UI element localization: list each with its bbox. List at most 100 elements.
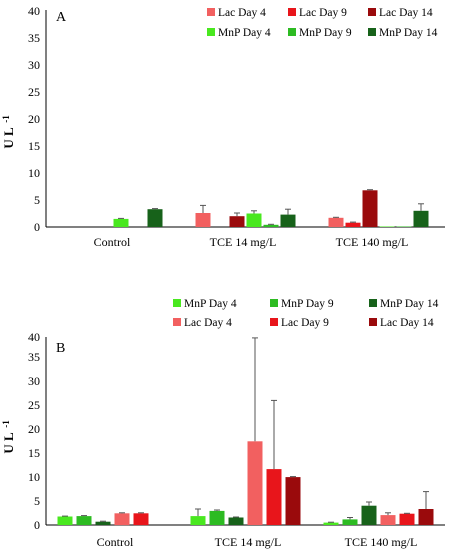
- legend-label: Lac Day 9: [299, 7, 347, 19]
- panel-b-error-bar: [290, 476, 296, 478]
- panel-b-ytick: 15: [28, 446, 40, 460]
- legend-swatch: [207, 8, 215, 16]
- panel-b-categories: Control TCE 14 mg/L TCE 140 mg/L: [97, 535, 418, 549]
- legend-swatch: [369, 318, 377, 326]
- panel-b-bar: [342, 519, 358, 525]
- panel-b-error-bar: [271, 399, 277, 470]
- panel-b-legend: MnP Day 4 MnP Day 9 MnP Day 14 Lac Day 4…: [173, 298, 439, 329]
- panel-a-bar: [362, 190, 378, 227]
- panel-a-error-bar: [418, 203, 424, 211]
- panel-a-bar: [396, 226, 412, 227]
- panel-a-bar: [379, 226, 395, 227]
- panel-b-bar: [190, 516, 206, 525]
- panel-b-bar: [133, 513, 149, 526]
- legend-swatch: [369, 299, 377, 307]
- panel-b-category-label: Control: [97, 535, 134, 549]
- panel-b-bar: [418, 509, 434, 525]
- panel-a-bar: [113, 218, 129, 227]
- panel-b-bar: [323, 522, 339, 525]
- panel-a-ylabel: U L: [1, 127, 16, 149]
- panel-a-ytick: 5: [34, 193, 40, 207]
- legend-swatch: [173, 318, 181, 326]
- panel-a-error-bar: [118, 217, 124, 219]
- panel-b-category-label: TCE 140 mg/L: [345, 535, 418, 549]
- legend-label: MnP Day 14: [380, 298, 439, 310]
- legend-label: Lac Day 4: [218, 7, 266, 19]
- panel-a-ytick: 20: [28, 112, 40, 126]
- panel-a-category-label: Control: [94, 235, 131, 249]
- legend-label: Lac Day 9: [281, 317, 329, 329]
- panel-b-error-bar: [195, 508, 201, 517]
- legend-swatch: [173, 299, 181, 307]
- panel-a-ytick: 30: [28, 58, 40, 72]
- panel-a-y-ticks: 0 5 10 15 20 25 30 35 40: [28, 4, 40, 234]
- panel-b-bar: [57, 516, 73, 525]
- panel-b-y-axis-title: U L -1: [1, 420, 16, 454]
- panel-b-ytick: 25: [28, 398, 40, 412]
- panel-b-error-bar: [81, 515, 87, 517]
- panel-a-error-bar: [200, 204, 206, 213]
- panel-b-bar: [399, 513, 415, 525]
- panel-a-ytick: 35: [28, 31, 40, 45]
- panel-b-ylabel: U L: [1, 432, 16, 454]
- panel-a-error-bar: [268, 223, 274, 225]
- panel-b: MnP Day 4 MnP Day 9 MnP Day 14 Lac Day 4…: [1, 298, 445, 549]
- panel-a-bar: [328, 217, 344, 227]
- panel-a-categories: Control TCE 14 mg/L TCE 140 mg/L: [94, 235, 409, 249]
- legend-swatch: [270, 318, 278, 326]
- panel-a-error-bar: [251, 210, 257, 214]
- panel-b-bar: [209, 510, 225, 525]
- panel-b-error-bar: [119, 512, 125, 514]
- legend-swatch: [288, 8, 296, 16]
- panel-b-y-ticks: 0 5 10 15 20 25 30 35 40: [28, 330, 40, 532]
- panel-b-bar: [95, 521, 111, 525]
- panel-b-ytick: 0: [34, 518, 40, 532]
- legend-swatch: [368, 28, 376, 36]
- panel-a-bar: [345, 222, 361, 227]
- panel-a-legend: Lac Day 4 Lac Day 9 Lac Day 14 MnP Day 4…: [207, 7, 438, 39]
- panel-a-bar: [195, 213, 211, 227]
- legend-label: MnP Day 4: [218, 27, 271, 39]
- panel-b-error-bar: [423, 491, 429, 509]
- panel-b-error-bar: [214, 509, 220, 511]
- panel-b-ytick: 20: [28, 422, 40, 436]
- panel-b-bar: [247, 441, 263, 525]
- panel-b-error-bar: [347, 517, 353, 520]
- panel-b-error-bar: [252, 337, 258, 442]
- legend-label: Lac Day 14: [380, 317, 434, 329]
- legend-swatch: [207, 28, 215, 36]
- panel-a-label: A: [56, 10, 67, 25]
- panel-b-category-label: TCE 14 mg/L: [215, 535, 282, 549]
- panel-a: A U L -1 0 5 10 15 20 25 30 35 40 Contro…: [1, 4, 445, 249]
- panel-b-bar: [228, 517, 244, 525]
- panel-a-error-bar: [367, 189, 373, 191]
- panel-a-ytick: 0: [34, 220, 40, 234]
- legend-swatch: [270, 299, 278, 307]
- panel-b-bar: [114, 513, 130, 526]
- panel-b-error-bar: [100, 520, 106, 522]
- panel-a-ylabel-superscript: -1: [1, 115, 11, 123]
- panel-a-category-label: TCE 140 mg/L: [336, 235, 409, 249]
- panel-a-bar: [147, 209, 163, 227]
- legend-label: Lac Day 4: [184, 317, 232, 329]
- panel-b-ytick: 35: [28, 350, 40, 364]
- panel-b-bar: [285, 477, 301, 525]
- panel-a-category-label: TCE 14 mg/L: [210, 235, 277, 249]
- panel-b-ytick: 30: [28, 374, 40, 388]
- panel-a-error-bar: [350, 221, 356, 223]
- panel-b-error-bar: [233, 516, 239, 518]
- panel-b-bar: [361, 505, 377, 525]
- panel-a-bar: [280, 214, 296, 227]
- legend-swatch: [368, 8, 376, 16]
- panel-b-ytick: 5: [34, 494, 40, 508]
- panel-a-ytick: 15: [28, 139, 40, 153]
- panel-b-ytick: 10: [28, 470, 40, 484]
- panel-a-ytick: 40: [28, 4, 40, 18]
- legend-label: MnP Day 14: [379, 27, 438, 39]
- panel-a-y-axis-title: U L -1: [1, 115, 16, 149]
- panel-a-ytick: 25: [28, 85, 40, 99]
- panel-b-bar: [266, 469, 282, 525]
- legend-label: MnP Day 4: [184, 298, 237, 310]
- panel-b-error-bar: [385, 512, 391, 516]
